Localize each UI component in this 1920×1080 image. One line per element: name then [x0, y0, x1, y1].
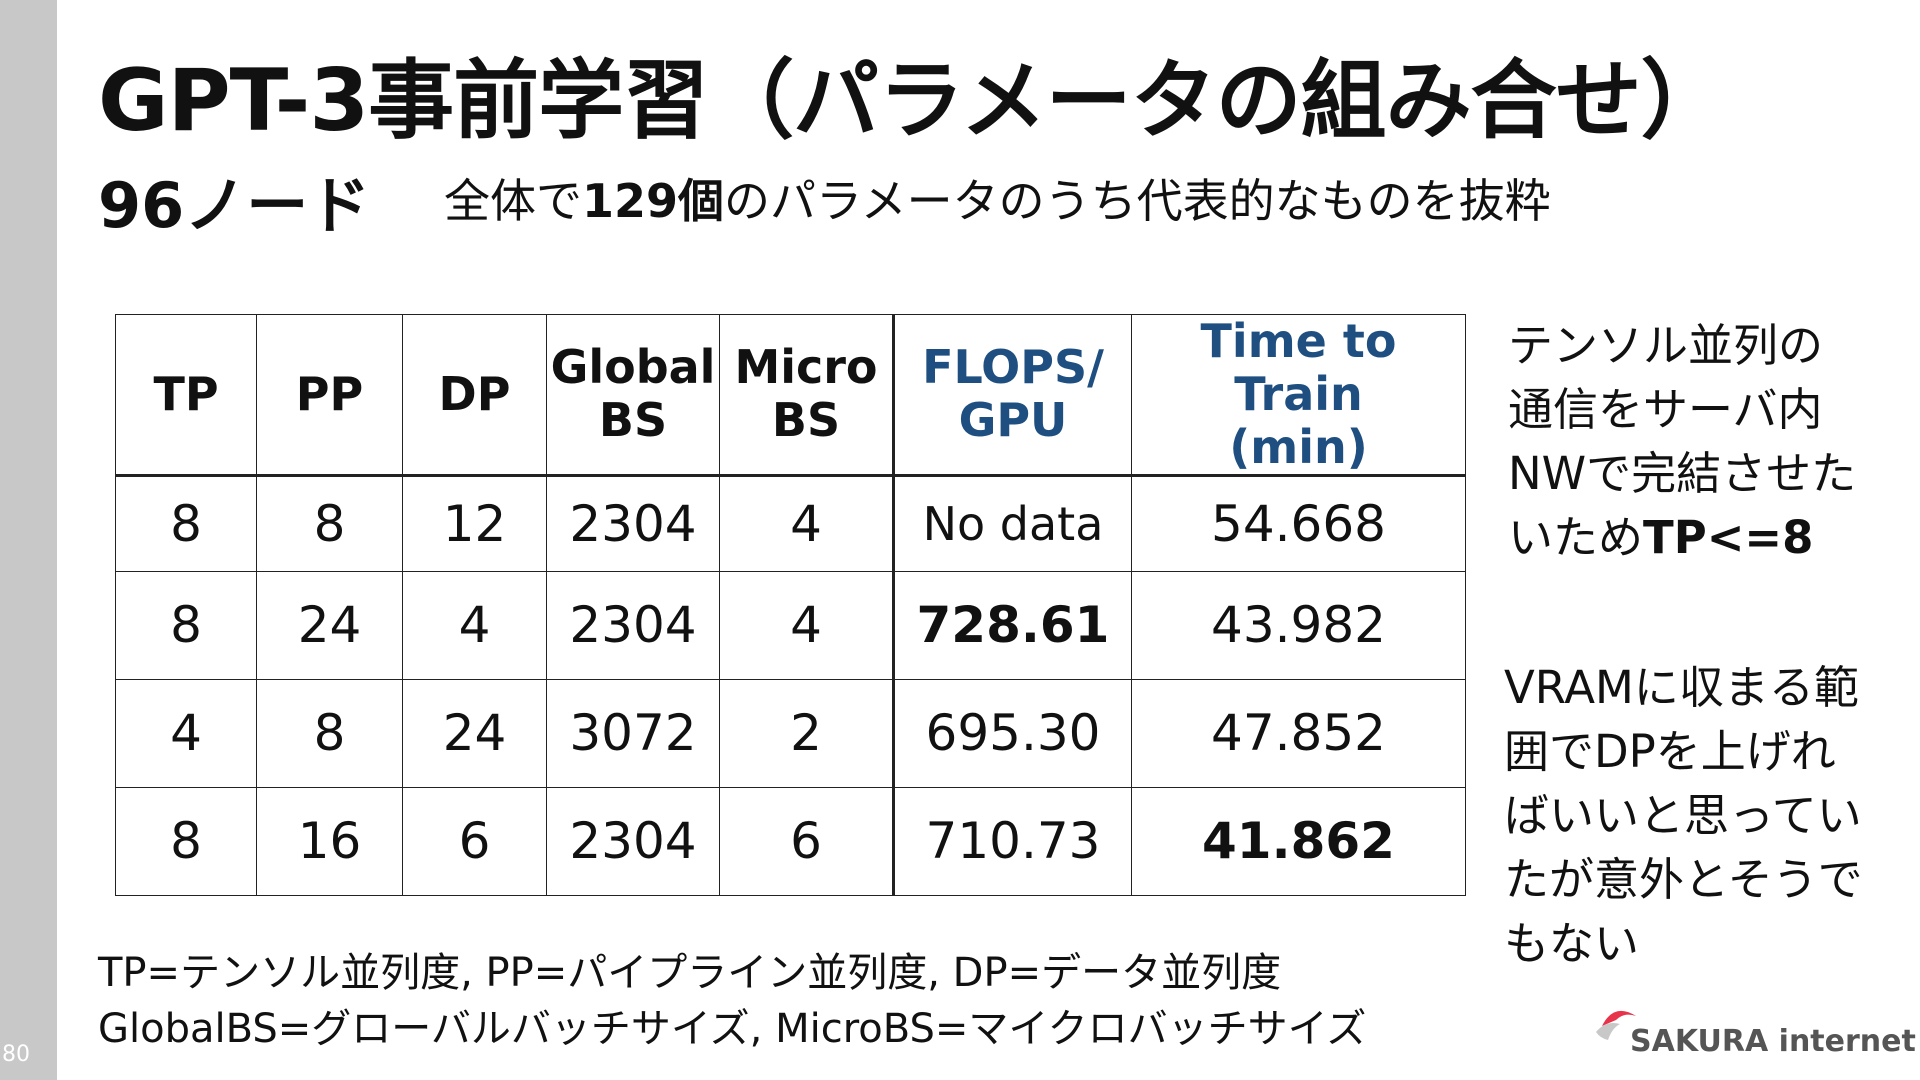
table-cell: 2304	[546, 474, 720, 572]
table-cell: 8	[256, 474, 403, 572]
slide-title: GPT-3事前学習（パラメータの組み合せ）	[98, 51, 1727, 151]
table-cell: 16	[256, 786, 403, 896]
header-time-to-train: Time to Train (min)	[1131, 314, 1466, 477]
subtitle-description: 全体で129個のパラメータのうち代表的なものを抜粋	[444, 165, 1551, 231]
table-row: 4 8 24 3072 2 695.30 47.852	[115, 678, 1466, 788]
table-cell: No data	[892, 474, 1132, 572]
header-dp: DP	[402, 314, 547, 477]
dp-vram-note: VRAMに収まる範 囲でDPを上げれ ばいいと思ってい たが意外とそうで もない	[1504, 661, 1863, 970]
table-cell: 8	[115, 474, 257, 572]
header-tp: TP	[115, 314, 257, 477]
table-cell: 695.30	[892, 678, 1132, 788]
table-cell: 710.73	[892, 786, 1132, 896]
left-side-bar: 80	[0, 0, 57, 1080]
logo-text: SAKURA internet	[1630, 1024, 1916, 1059]
table-cell: 47.852	[1131, 678, 1466, 788]
subtitle-desc-pre: 全体で	[444, 174, 582, 228]
tp-limit-value: TP<=8	[1643, 511, 1814, 564]
table-cell: 4	[719, 474, 894, 572]
table-cell: 6	[402, 786, 547, 896]
table-cell: 8	[115, 786, 257, 896]
node-count-heading: 96ノード	[98, 169, 371, 242]
table-cell-best-time: 41.862	[1131, 786, 1466, 896]
sakura-logo-icon	[1596, 1010, 1636, 1040]
header-pp: PP	[256, 314, 403, 477]
table-row: 8 16 6 2304 6 710.73 41.862	[115, 786, 1466, 896]
table-cell: 24	[256, 570, 403, 680]
table-cell: 4	[719, 570, 894, 680]
subtitle-desc-count: 129個	[582, 174, 725, 228]
table-cell: 8	[256, 678, 403, 788]
table-cell: 2304	[546, 570, 720, 680]
table-cell: 12	[402, 474, 547, 572]
table-cell: 54.668	[1131, 474, 1466, 572]
tp-limit-note: テンソル並列の 通信をサーバ内 NWで完結させた いためTP<=8	[1508, 319, 1857, 564]
sakura-internet-logo: SAKURA internet	[1594, 998, 1916, 1068]
header-global-bs: Global BS	[546, 314, 720, 477]
table-cell: 3072	[546, 678, 720, 788]
table-cell: 2	[719, 678, 894, 788]
table-cell: 4	[115, 678, 257, 788]
footnote-batch-size: GlobalBS=グローバルバッチサイズ, MicroBS=マイクロバッチサイズ	[98, 1006, 1367, 1052]
table-row: 8 8 12 2304 4 No data 54.668	[115, 474, 1466, 572]
table-cell: 4	[402, 570, 547, 680]
subtitle-desc-post: のパラメータのうち代表的なものを抜粋	[724, 174, 1551, 228]
table-cell: 2304	[546, 786, 720, 896]
table-cell: 24	[402, 678, 547, 788]
table-cell: 6	[719, 786, 894, 896]
table-cell: 43.982	[1131, 570, 1466, 680]
page-number: 80	[2, 1042, 30, 1067]
table-cell-best-flops: 728.61	[892, 570, 1132, 680]
header-micro-bs: Micro BS	[719, 314, 894, 477]
table-header-row: TP PP DP Global BS Micro BS FLOPS/GPU Time…	[115, 314, 1466, 477]
footnote-parallelism: TP=テンソル並列度, PP=パイプライン並列度, DP=データ並列度	[98, 950, 1282, 996]
header-flops-gpu: FLOPS/GPU	[892, 314, 1132, 477]
parameter-table: TP PP DP Global BS Micro BS FLOPS/GPU Time…	[115, 314, 1466, 896]
table-cell: 8	[115, 570, 257, 680]
table-row: 8 24 4 2304 4 728.61 43.982	[115, 570, 1466, 680]
